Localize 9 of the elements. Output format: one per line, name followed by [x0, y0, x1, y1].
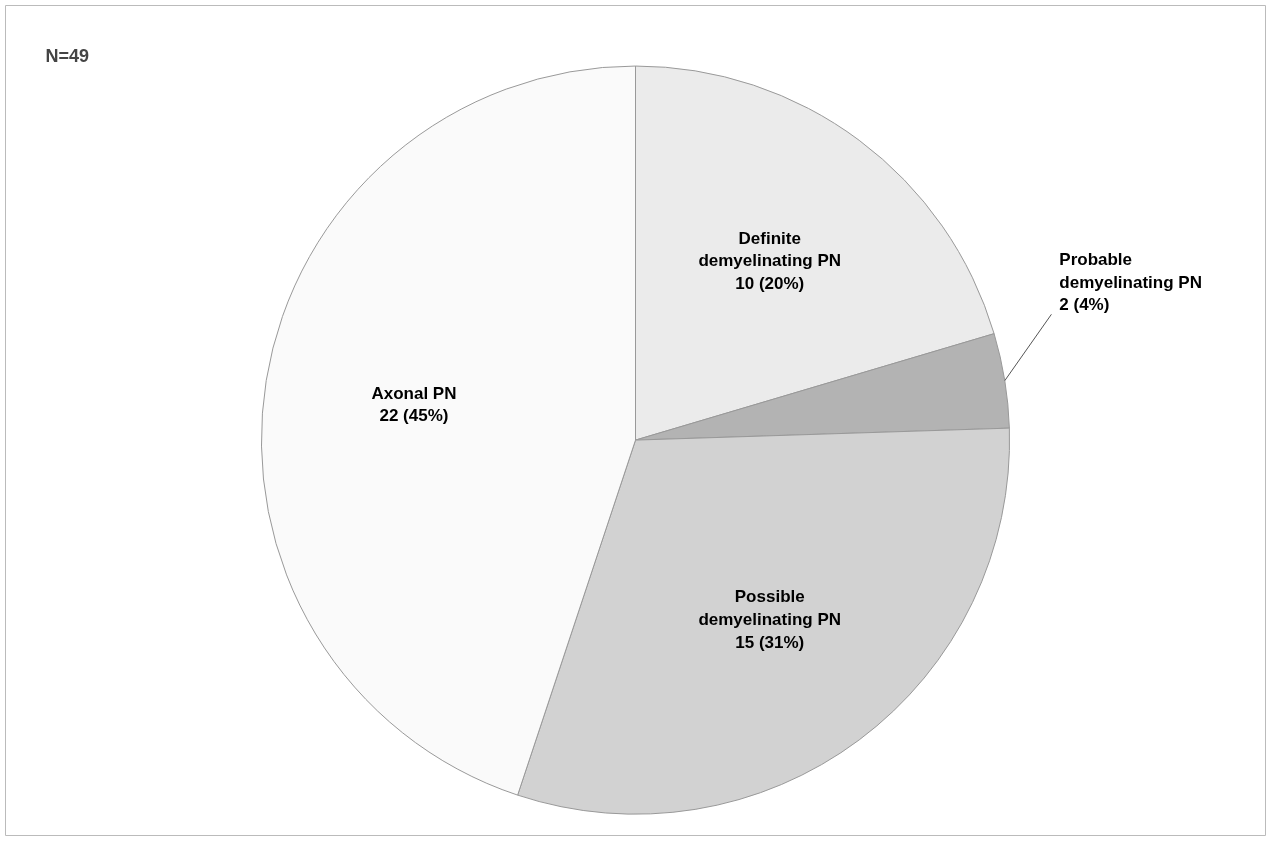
slice-label: Probable demyelinating PN: [1059, 249, 1202, 292]
data-label: 22 (45%): [379, 406, 449, 426]
data-label: 10 (20%): [735, 274, 805, 294]
data-label: 2 (4%): [1059, 295, 1110, 315]
text: N=49: [45, 45, 90, 66]
slice-label: Possible demyelinating PN: [698, 586, 842, 629]
slice-label: Definite demyelinating PN: [698, 228, 842, 271]
data-label: 15 (31%): [735, 632, 805, 652]
slice-label: Axonal PN: [371, 383, 457, 403]
